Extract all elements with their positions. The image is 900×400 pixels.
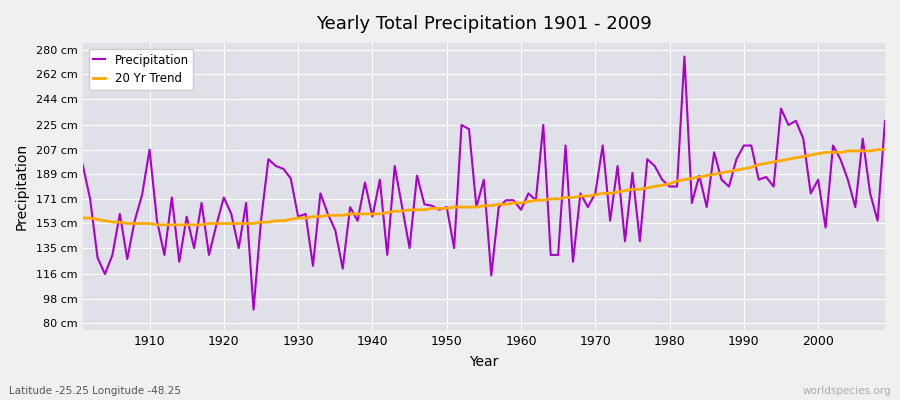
20 Yr Trend <box>516 200 526 205</box>
20 Yr Trend <box>77 216 88 220</box>
20 Yr Trend <box>612 190 623 194</box>
X-axis label: Year: Year <box>469 355 499 369</box>
Text: Latitude -25.25 Longitude -48.25: Latitude -25.25 Longitude -48.25 <box>9 386 181 396</box>
Precipitation <box>516 207 526 212</box>
Precipitation <box>679 54 689 59</box>
Precipitation <box>308 264 319 268</box>
Text: worldspecies.org: worldspecies.org <box>803 386 891 396</box>
Precipitation <box>612 164 623 168</box>
Precipitation <box>523 191 534 196</box>
Line: Precipitation: Precipitation <box>83 56 885 310</box>
20 Yr Trend <box>151 222 162 227</box>
20 Yr Trend <box>352 212 363 216</box>
20 Yr Trend <box>872 147 883 152</box>
Precipitation <box>879 118 890 123</box>
Precipitation <box>137 192 148 197</box>
Legend: Precipitation, 20 Yr Trend: Precipitation, 20 Yr Trend <box>88 49 194 90</box>
Precipitation <box>248 307 259 312</box>
20 Yr Trend <box>523 199 534 204</box>
20 Yr Trend <box>879 147 890 152</box>
Title: Yearly Total Precipitation 1901 - 2009: Yearly Total Precipitation 1901 - 2009 <box>316 15 652 33</box>
Line: 20 Yr Trend: 20 Yr Trend <box>83 150 885 225</box>
Y-axis label: Precipitation: Precipitation <box>15 143 29 230</box>
20 Yr Trend <box>137 221 148 226</box>
Precipitation <box>77 162 88 167</box>
Precipitation <box>352 218 363 223</box>
20 Yr Trend <box>308 214 319 219</box>
